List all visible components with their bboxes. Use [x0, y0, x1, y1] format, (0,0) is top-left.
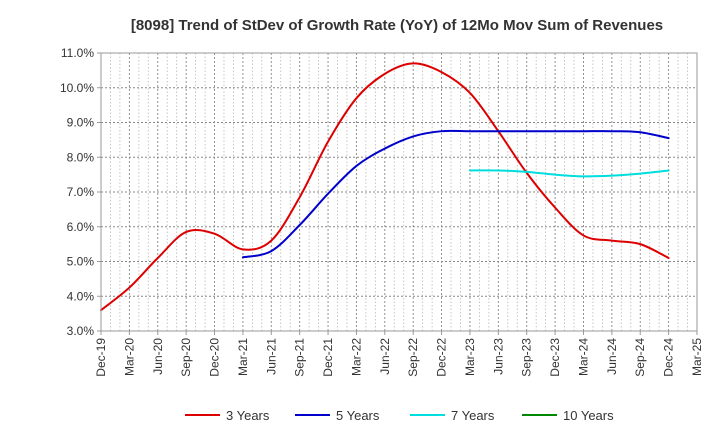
x-tick-label: Dec-19 — [94, 338, 108, 377]
x-tick-label: Sep-22 — [406, 338, 420, 377]
legend: 3 Years 5 Years 7 Years 10 Years — [185, 408, 614, 423]
x-tick-label: Sep-21 — [293, 338, 307, 377]
x-tick-label: Jun-21 — [264, 338, 278, 375]
y-tick-label: 5.0% — [67, 255, 95, 269]
y-tick-label: 11.0% — [61, 46, 94, 60]
y-tick-label: 7.0% — [67, 185, 95, 199]
y-tick-label: 8.0% — [67, 150, 95, 164]
y-tick-label: 4.0% — [67, 289, 95, 303]
x-tick-label: Dec-24 — [662, 338, 676, 377]
x-tick-label: Jun-23 — [491, 338, 505, 375]
x-tick-label: Jun-22 — [378, 338, 392, 375]
y-tick-label: 6.0% — [67, 220, 95, 234]
x-tick-label: Mar-23 — [463, 338, 477, 376]
x-tick-label: Dec-20 — [208, 338, 222, 377]
y-tick-label: 10.0% — [60, 81, 94, 95]
x-tick-label: Dec-21 — [321, 338, 335, 377]
x-tick-label: Mar-25 — [690, 338, 704, 376]
series-line-3-years — [100, 62, 670, 312]
grid-lines — [101, 53, 697, 331]
y-tick-label: 9.0% — [67, 116, 95, 130]
series-line-5-years — [241, 129, 670, 259]
x-tick-label: Sep-23 — [520, 338, 534, 377]
legend-label-3-years: 3 Years — [226, 408, 270, 423]
legend-label-5-years: 5 Years — [336, 408, 380, 423]
x-tick-label: Mar-24 — [576, 338, 590, 376]
axes: 3.0% 4.0% 5.0% 6.0% 7.0% 8.0% 9.0% 10.0% 11.0% De… — [60, 46, 704, 377]
x-tick-label: Sep-20 — [179, 338, 193, 377]
x-tick-label: Dec-22 — [435, 338, 449, 377]
x-tick-label: Mar-20 — [122, 338, 136, 376]
x-tick-label: Dec-23 — [548, 338, 562, 377]
legend-label-7-years: 7 Years — [451, 408, 495, 423]
chart-title: [8098] Trend of StDev of Growth Rate (Yo… — [131, 17, 663, 34]
series-lines — [100, 62, 670, 312]
x-tick-label: Jun-24 — [605, 338, 619, 375]
x-tick-label: Sep-24 — [633, 338, 647, 377]
legend-label-10-years: 10 Years — [563, 408, 614, 423]
x-tick-label: Mar-22 — [349, 338, 363, 376]
series-line-7-years — [468, 169, 670, 178]
x-tick-label: Mar-21 — [236, 338, 250, 376]
x-tick-label: Jun-20 — [151, 338, 165, 375]
y-tick-label: 3.0% — [67, 324, 95, 338]
